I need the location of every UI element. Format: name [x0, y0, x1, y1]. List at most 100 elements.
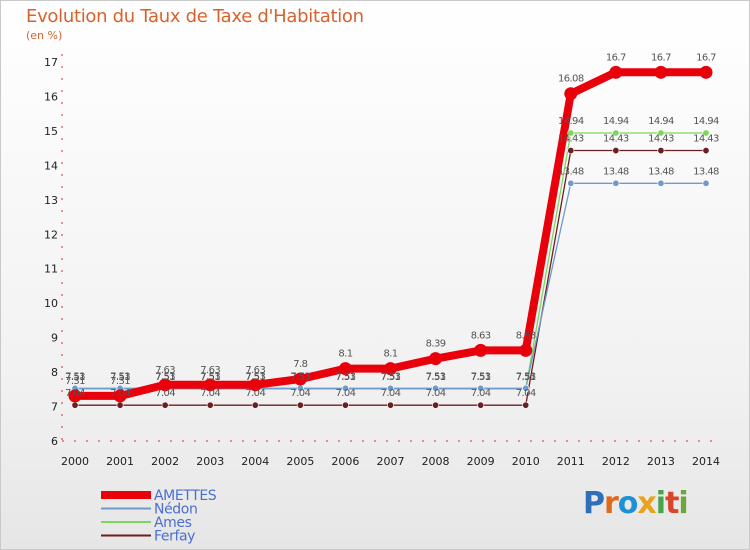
legend-label: AMETTES: [154, 488, 217, 504]
x-tick-label: 2003: [196, 455, 224, 468]
data-point: [519, 343, 533, 357]
data-point: [699, 65, 713, 79]
data-point: [386, 401, 394, 409]
x-tick-label: 2008: [422, 455, 450, 468]
y-tick-label: 6: [51, 435, 58, 448]
legend-label: Ames: [154, 515, 192, 531]
data-point: [612, 147, 620, 155]
data-label: 8.1: [338, 349, 352, 360]
data-point: [71, 401, 79, 409]
data-label: 16.7: [606, 52, 626, 63]
data-label: 7.53: [155, 371, 175, 382]
data-label: 7.04: [110, 388, 130, 399]
data-point: [657, 147, 665, 155]
data-label: 7.04: [245, 388, 265, 399]
data-label: 14.94: [558, 116, 584, 127]
logo-letter: i: [678, 486, 688, 521]
data-point: [203, 378, 217, 392]
data-point: [474, 343, 488, 357]
data-point: [702, 129, 710, 137]
data-label: 14.94: [693, 116, 719, 127]
y-tick-label: 16: [44, 90, 58, 103]
logo-letter: r: [604, 486, 619, 521]
data-point: [657, 179, 665, 187]
unit-label: (en %): [26, 29, 63, 42]
data-point: [564, 87, 578, 101]
data-label: 7.51: [426, 372, 446, 383]
data-point: [68, 389, 82, 403]
data-label: 7.53: [335, 371, 355, 382]
data-point: [609, 65, 623, 79]
data-point: [654, 65, 668, 79]
axes: [61, 54, 720, 442]
data-label: 7.04: [335, 388, 355, 399]
x-tick-label: 2001: [106, 455, 134, 468]
logo-letter: x: [637, 486, 656, 521]
data-label: 14.94: [603, 116, 629, 127]
chart-title: Evolution du Taux de Taxe d'Habitation: [26, 6, 364, 27]
data-point: [567, 179, 575, 187]
proxiti-logo: Proxiti: [583, 486, 689, 521]
data-point: [657, 129, 665, 137]
x-tick-label: 2007: [377, 455, 405, 468]
data-point: [567, 129, 575, 137]
data-label: 7.04: [155, 388, 175, 399]
data-point: [113, 389, 127, 403]
data-label: 7.51: [65, 372, 85, 383]
logo-letter: i: [655, 486, 666, 521]
data-label: 7.53: [290, 371, 310, 382]
data-label: 16.08: [558, 74, 584, 85]
data-label: 13.48: [603, 166, 629, 177]
x-tick-label: 2013: [647, 455, 675, 468]
data-point: [338, 362, 352, 376]
data-label: 8.63: [471, 330, 491, 341]
data-label: 13.48: [558, 166, 584, 177]
data-point: [429, 352, 443, 366]
data-label: 7.51: [381, 372, 401, 383]
y-tick-label: 9: [51, 332, 58, 345]
data-label: 7.04: [290, 388, 310, 399]
data-point: [567, 147, 575, 155]
data-label: 7.51: [245, 372, 265, 383]
data-label: 8.1: [383, 349, 397, 360]
y-tick-label: 17: [44, 56, 58, 69]
data-label: 7.51: [110, 372, 130, 383]
data-label: 7.53: [110, 371, 130, 382]
data-point: [432, 384, 440, 392]
data-label: 7.04: [516, 388, 536, 399]
data-label: 7.63: [200, 365, 220, 376]
data-point: [384, 362, 397, 376]
data-label: 7.53: [381, 371, 401, 382]
data-label: 7.51: [155, 372, 175, 383]
data-label: 7.8: [293, 359, 307, 370]
x-axis: 2000 2001 2002 2003 2004 2005 2006 2007 2008 2009…: [61, 455, 720, 468]
logo-letter: o: [617, 486, 639, 521]
y-axis: 6 7 8 9 10 11 12 13 14 15 16 17: [44, 56, 58, 448]
data-label: 8.63: [516, 330, 536, 341]
data-label: 7.31: [65, 376, 85, 387]
series-points: [68, 65, 713, 409]
x-tick-label: 2000: [61, 455, 89, 468]
data-point: [341, 401, 349, 409]
y-tick-label: 7: [51, 401, 58, 414]
y-tick-label: 14: [44, 159, 58, 172]
data-label: 7.51: [335, 372, 355, 383]
data-point: [432, 401, 440, 409]
data-label: 7.51: [471, 372, 491, 383]
data-point: [158, 378, 172, 392]
data-label: 14.94: [648, 116, 674, 127]
data-label: 7.04: [200, 388, 220, 399]
data-point: [386, 384, 394, 392]
data-label: 7.51: [516, 372, 536, 383]
y-tick-label: 13: [44, 194, 58, 207]
data-label: 7.04: [381, 388, 401, 399]
data-label: 13.48: [648, 166, 674, 177]
x-tick-label: 2002: [151, 455, 179, 468]
data-label: 7.63: [245, 365, 265, 376]
data-label: 7.53: [65, 371, 85, 382]
data-label: 16.7: [651, 52, 671, 63]
data-point: [702, 179, 710, 187]
